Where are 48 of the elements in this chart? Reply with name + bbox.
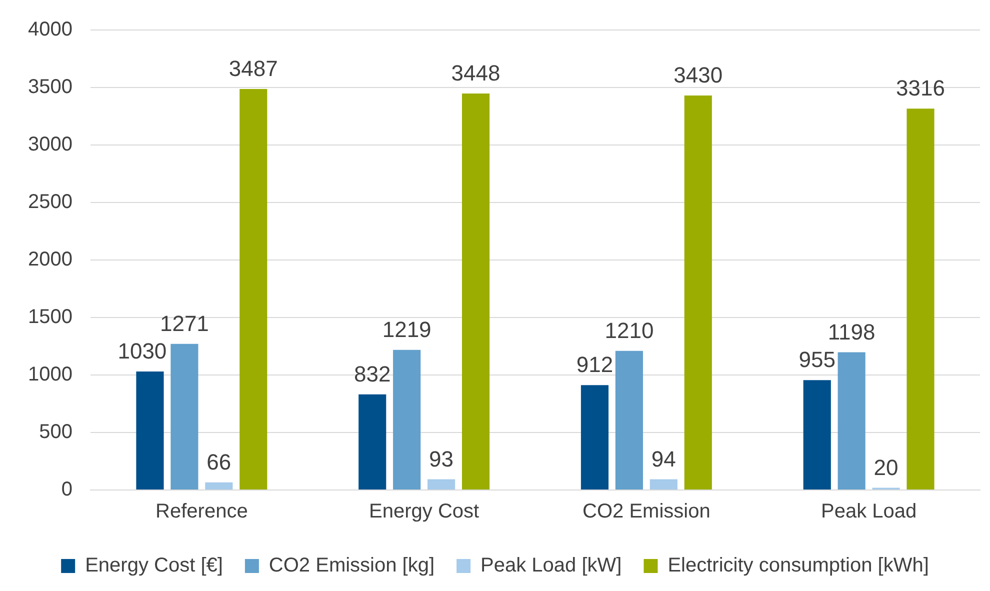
y-tick-label: 3000 bbox=[28, 134, 72, 156]
data-label: 3448 bbox=[451, 60, 500, 86]
bar bbox=[838, 352, 866, 490]
x-tick-label: CO2 Emission bbox=[582, 500, 710, 523]
data-label: 1030 bbox=[118, 338, 167, 364]
legend-label: Electricity consumption [kWh] bbox=[668, 554, 929, 577]
y-tick-label: 3500 bbox=[28, 76, 72, 98]
data-label: 3430 bbox=[674, 62, 723, 88]
bar bbox=[393, 350, 421, 490]
bar bbox=[358, 394, 386, 490]
data-label: 1210 bbox=[604, 318, 654, 343]
legend-label: Peak Load [kW] bbox=[480, 554, 622, 577]
bar bbox=[650, 479, 678, 490]
data-label: 94 bbox=[651, 446, 676, 472]
y-tick-label: 4000 bbox=[28, 18, 72, 41]
data-label: 3487 bbox=[228, 56, 278, 82]
data-label: 66 bbox=[206, 449, 232, 474]
bar bbox=[906, 108, 934, 490]
legend-label: Energy Cost [€] bbox=[85, 554, 223, 577]
bar bbox=[205, 482, 233, 490]
data-label: 912 bbox=[576, 352, 614, 378]
data-label: 20 bbox=[874, 454, 898, 480]
bar bbox=[684, 96, 712, 490]
bar bbox=[170, 344, 198, 490]
legend-label: CO2 Emission [kg] bbox=[268, 554, 435, 577]
bar bbox=[428, 479, 456, 490]
y-tick-label: 0 bbox=[61, 478, 72, 501]
data-label: 955 bbox=[798, 347, 836, 372]
bar bbox=[240, 88, 268, 490]
y-tick-label: 500 bbox=[39, 421, 72, 444]
data-label: 1271 bbox=[160, 310, 209, 336]
data-label: 93 bbox=[429, 446, 454, 472]
bar bbox=[462, 93, 490, 490]
data-label: 3316 bbox=[896, 76, 945, 101]
data-label: 1198 bbox=[828, 319, 876, 344]
x-tick-label: Reference bbox=[156, 500, 248, 523]
data-label: 832 bbox=[354, 361, 391, 386]
bar bbox=[580, 385, 609, 490]
y-tick-label: 2500 bbox=[28, 191, 72, 214]
y-tick-label: 1000 bbox=[28, 364, 72, 386]
data-label: 1219 bbox=[382, 316, 432, 342]
bar bbox=[803, 380, 831, 490]
bar bbox=[615, 350, 643, 490]
y-tick-label: 2000 bbox=[28, 248, 72, 271]
bar bbox=[136, 372, 164, 490]
x-tick-label: Energy Cost bbox=[369, 500, 480, 523]
y-tick-label: 1500 bbox=[28, 306, 72, 328]
x-tick-label: Peak Load bbox=[820, 500, 917, 523]
